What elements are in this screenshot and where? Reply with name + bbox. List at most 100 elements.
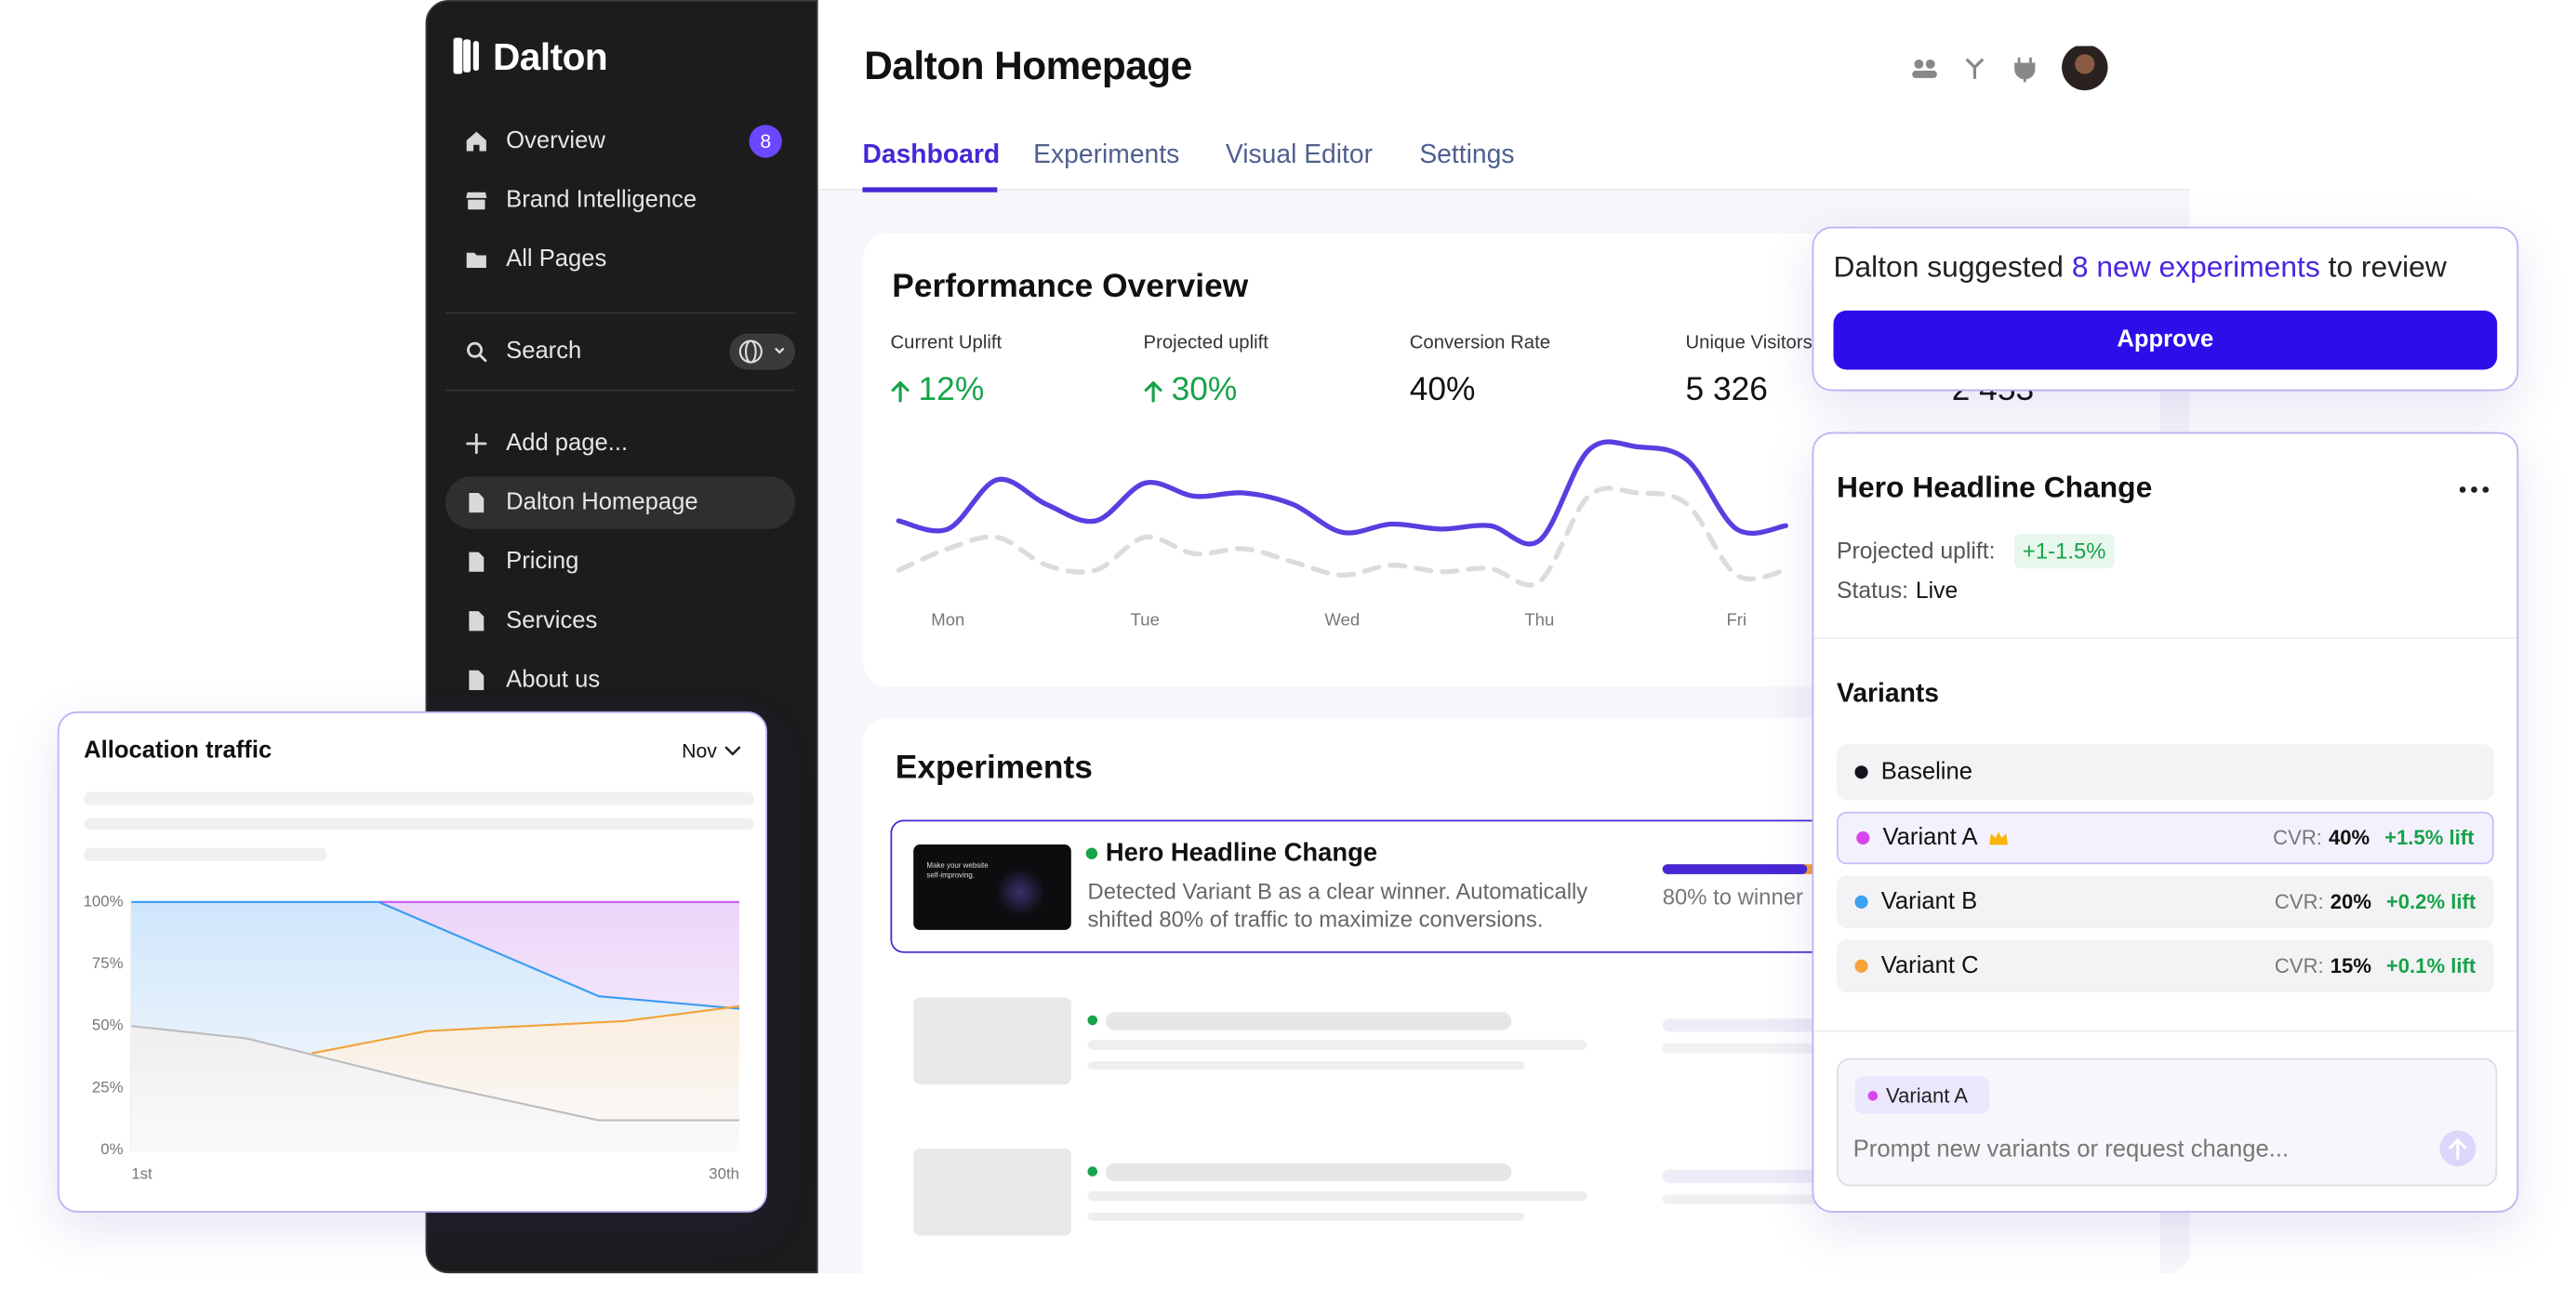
more-menu[interactable] [2454, 480, 2493, 499]
page-item[interactable]: About us [506, 667, 601, 694]
x-tick-label: 1st [131, 1165, 153, 1183]
cvr-label: CVR: [2273, 826, 2322, 850]
skeleton [84, 818, 754, 831]
icon [467, 341, 487, 363]
line-series [896, 485, 1788, 588]
tab-underline [862, 187, 998, 192]
icon [466, 432, 487, 455]
progress-label: 80% to winner [1662, 884, 1803, 910]
search[interactable]: Search [506, 338, 582, 366]
nav-item[interactable]: Overview [506, 127, 605, 155]
icon-plug [2014, 57, 2036, 83]
tab[interactable]: Settings [1419, 140, 1515, 169]
period-picker[interactable]: Nov [682, 738, 717, 763]
icon [1144, 381, 1162, 403]
y-tick-label: 75% [92, 954, 124, 972]
globe [738, 339, 763, 364]
divider [445, 389, 796, 392]
skeleton [1087, 1040, 1587, 1050]
skeleton [1662, 1194, 1844, 1204]
cvr-label: CVR: [2274, 890, 2324, 914]
card-title: Experiments [895, 750, 1093, 787]
icon-shape [466, 131, 486, 152]
logo-bar [472, 41, 479, 71]
y-tick-label: 0% [100, 1140, 123, 1158]
metric-value: 30% [1171, 372, 1238, 408]
detail-title: Hero Headline Change [1837, 471, 2153, 504]
icon-shape [724, 746, 741, 756]
icon-shape [469, 492, 485, 513]
y-tick-label: 25% [92, 1078, 124, 1096]
text: to review [2328, 250, 2447, 284]
x-tick-label: Thu [1524, 610, 1554, 630]
cvr-value: 15% [2330, 954, 2371, 978]
globe-icon [738, 339, 785, 364]
chevron [775, 347, 785, 354]
tab[interactable]: Dashboard [862, 140, 1001, 169]
dot [2482, 486, 2490, 493]
icon [466, 131, 486, 152]
active-page-bg [445, 476, 796, 529]
skeleton [1662, 1169, 1844, 1183]
area-line [131, 1025, 739, 1122]
page-item[interactable]: Add page... [506, 430, 629, 458]
chip-label: Variant A [1886, 1084, 1969, 1107]
variant-dot [1854, 959, 1868, 973]
variant-row[interactable]: Variant B CVR: 20% +0.2% lift [1837, 875, 2494, 929]
status-label: Status: [1837, 577, 1909, 604]
icon-shape [466, 252, 486, 268]
icon [466, 252, 486, 268]
nav-item[interactable]: Brand Intelligence [506, 187, 697, 214]
area-fill [131, 1026, 739, 1150]
area-line [311, 1004, 740, 1055]
tab[interactable]: Visual Editor [1225, 140, 1374, 169]
page-item[interactable]: Services [506, 607, 598, 634]
icon-shape [469, 670, 485, 690]
crown-shape [1988, 831, 2008, 844]
skeleton-dot [1087, 1015, 1098, 1026]
variant-dot [1854, 765, 1868, 779]
area-line [131, 900, 740, 1010]
prompt-chip: Variant A [1854, 1076, 1990, 1114]
icon [469, 611, 485, 632]
page-item[interactable]: Dalton Homepage [506, 489, 698, 516]
variant-row[interactable]: Variant A CVR: 40% +1.5% lift [1837, 811, 2494, 865]
nav-item[interactable]: All Pages [506, 246, 607, 273]
icon [469, 670, 485, 690]
skeleton [84, 791, 754, 805]
uplift-chip: +1-1.5% [2013, 534, 2115, 569]
skeleton [913, 1148, 1071, 1236]
variant-row[interactable]: Variant C CVR: 15% +0.1% lift [1837, 939, 2494, 993]
status-dot [1085, 847, 1098, 859]
skeleton-dot [1087, 1166, 1098, 1177]
experiment-thumbnail: Make your website self-improving. [913, 844, 1071, 930]
cvr-value: 40% [2328, 826, 2370, 850]
divider [1813, 637, 2517, 640]
icon-users [1912, 70, 1937, 78]
logo [453, 37, 479, 74]
performance-chart: Mon Tue Wed Thu Fri [896, 439, 1788, 630]
progress-fill [1662, 864, 1808, 874]
brand: Dalton [492, 34, 608, 78]
icon-shape [1144, 381, 1162, 403]
send-button[interactable] [2438, 1129, 2477, 1168]
skeleton [1662, 1018, 1844, 1032]
variant-name: Variant C [1880, 952, 1979, 979]
page-item[interactable]: Pricing [506, 549, 579, 576]
header-icons[interactable] [1905, 46, 2119, 91]
approve-button[interactable]: Approve [1833, 310, 2498, 370]
skeleton [1087, 1190, 1587, 1202]
variant-dot [1856, 831, 1870, 845]
tab[interactable]: Experiments [1033, 140, 1180, 169]
main-header [817, 0, 2190, 191]
divider [445, 312, 796, 314]
icon-users [1914, 59, 1924, 69]
card-title: Allocation traffic [84, 738, 272, 765]
chip-dot [1867, 1090, 1879, 1100]
variant-name: Variant A [1882, 824, 1978, 852]
variant-row[interactable]: Baseline [1837, 744, 2494, 801]
thumbnail-text: Make your website self-improving. [926, 860, 989, 879]
allocation-chart: 0% 25% 50% 75% 100% 1st 30th [84, 892, 740, 1183]
metric-value: 40% [1409, 372, 1476, 408]
metric-value: 12% [918, 372, 985, 408]
